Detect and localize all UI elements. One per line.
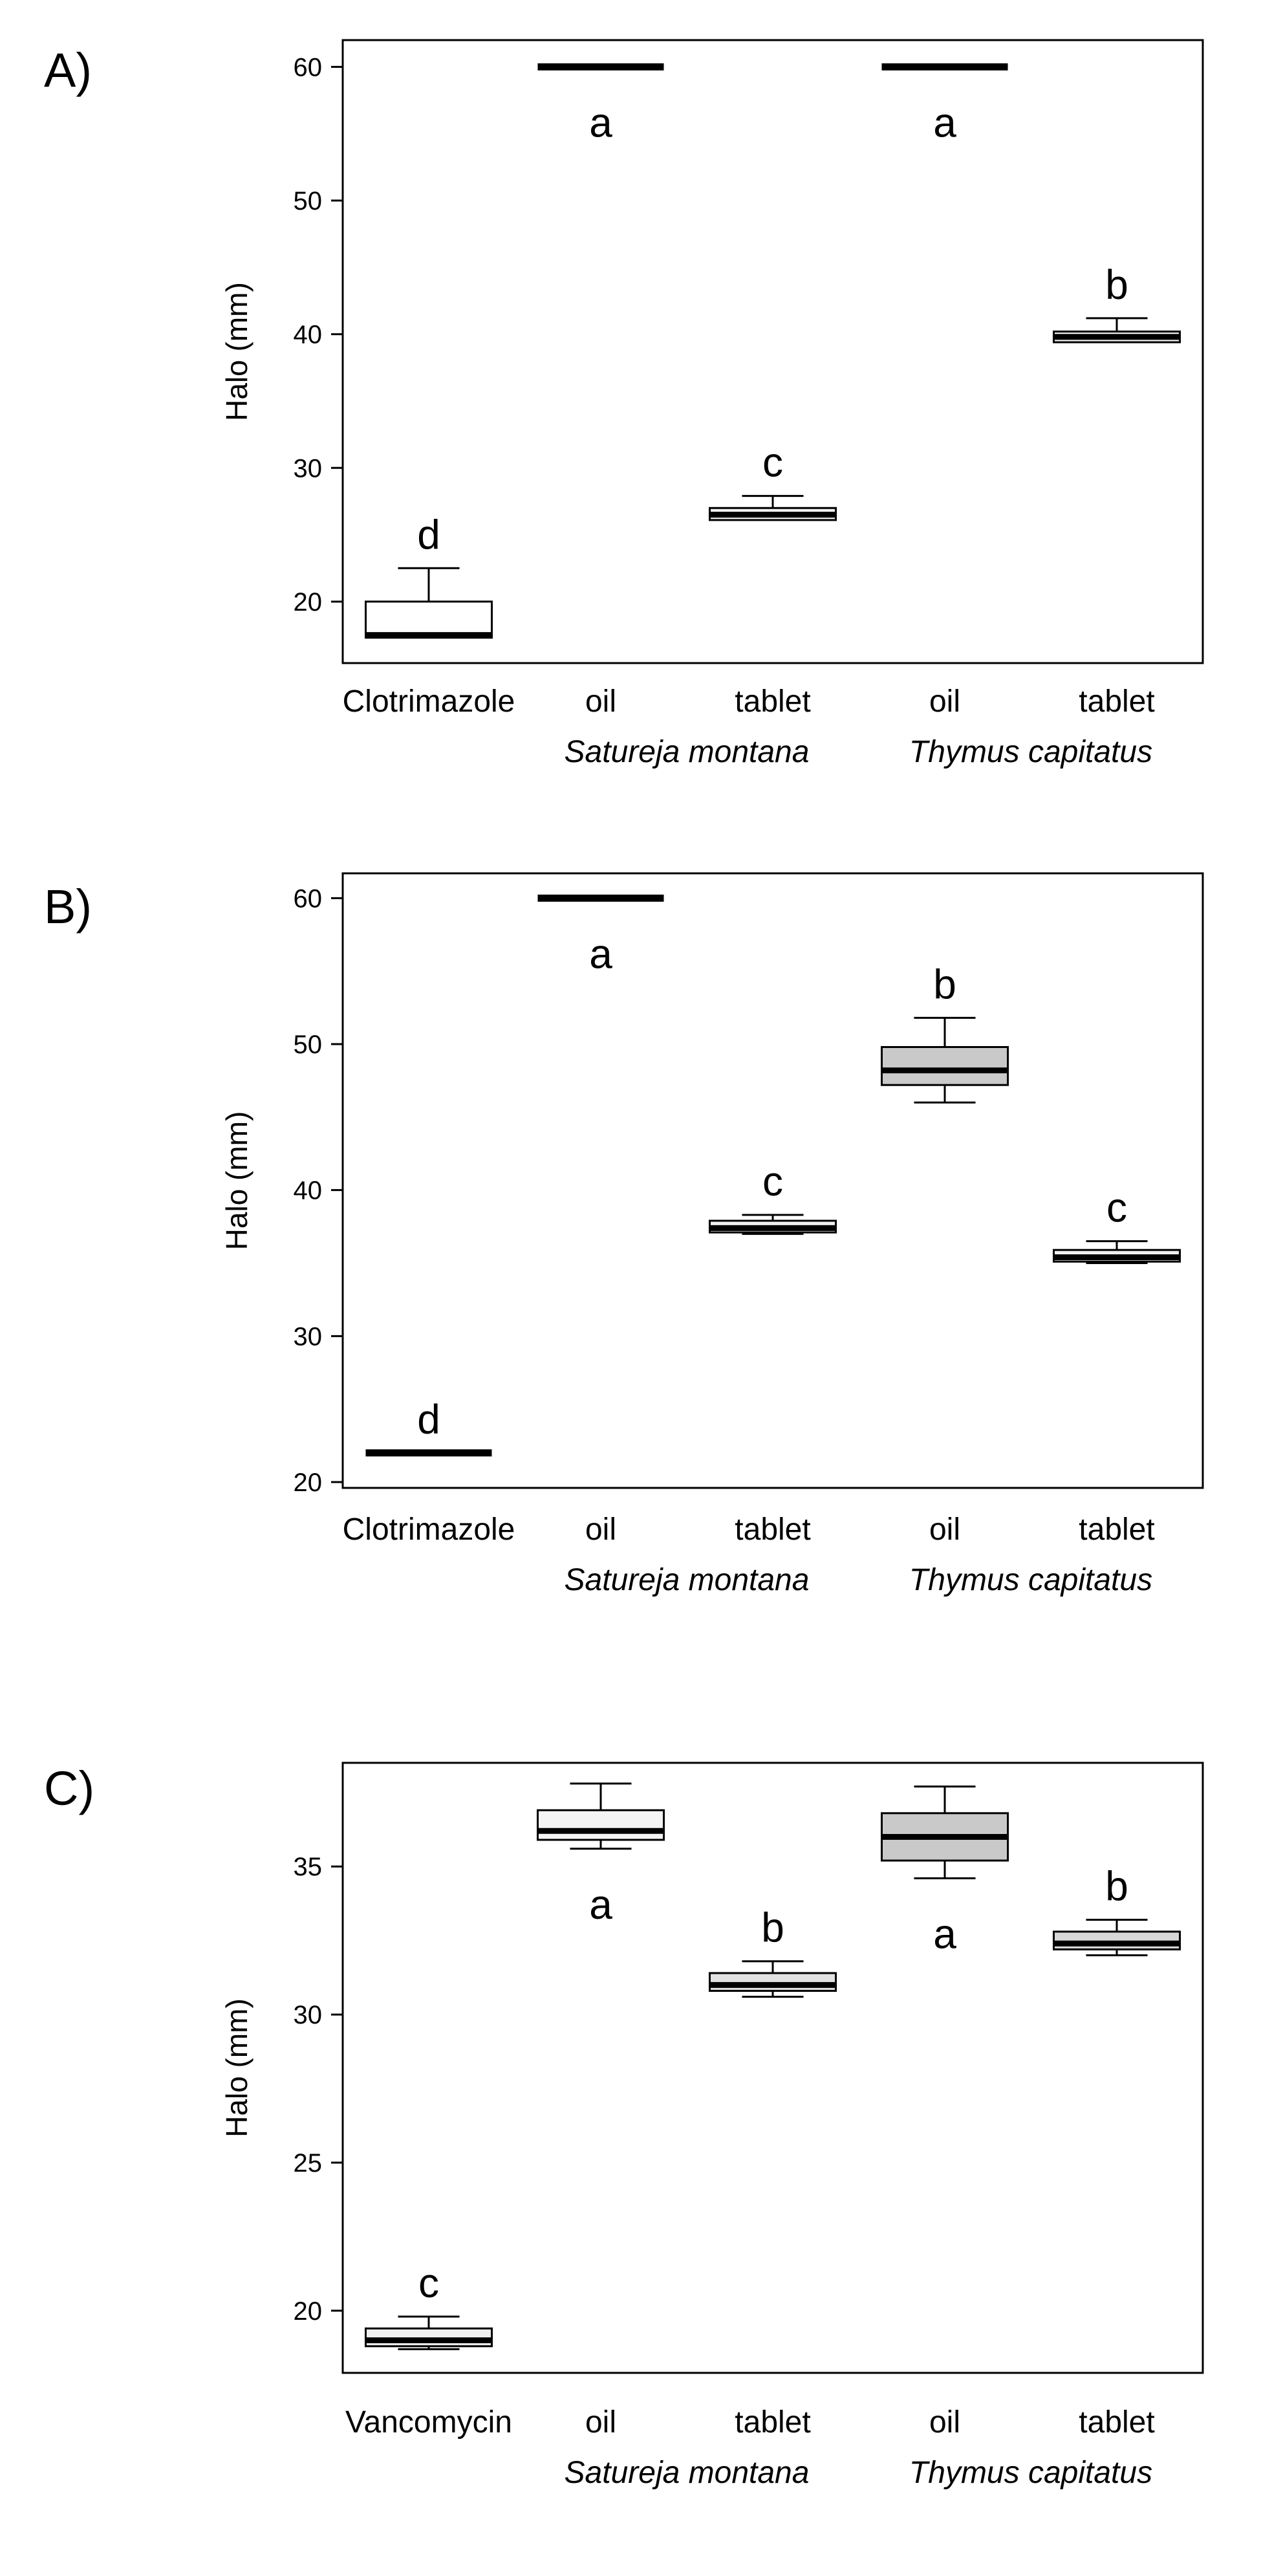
x-category-label: oil xyxy=(929,684,960,719)
y-tick-label: 40 xyxy=(294,1177,323,1205)
box-iqr xyxy=(365,600,493,639)
y-tick-label: 40 xyxy=(294,321,323,349)
species-group-label: Thymus capitatus xyxy=(909,2456,1152,2490)
panel-a-label: A) xyxy=(44,43,92,97)
significance-letter: a xyxy=(933,1911,956,1958)
box-iqr xyxy=(537,1809,665,1841)
panel-b-boxplot-chart: 20 30 40 50 60 Halo (mm) d Clotrimazole a oil c tab… xyxy=(220,872,1204,1597)
box-iqr xyxy=(365,2327,493,2348)
significance-letter: a xyxy=(589,99,612,146)
box-iqr xyxy=(881,1046,1009,1086)
species-group-label: Thymus capitatus xyxy=(909,735,1152,769)
y-tick-label: 30 xyxy=(294,454,323,483)
x-category-label: oil xyxy=(929,1512,960,1547)
y-axis-title: Halo (mm) xyxy=(220,282,253,421)
significance-letter: c xyxy=(1106,1184,1127,1231)
x-category-label: tablet xyxy=(735,2405,810,2440)
y-tick-label: 30 xyxy=(294,1322,323,1351)
panel-a-boxplot-chart: 20 30 40 50 60 Halo (mm) d Clotrimazole a oil c tab… xyxy=(220,39,1204,769)
x-category-label: tablet xyxy=(1079,2405,1154,2440)
species-group-label: Thymus capitatus xyxy=(909,1563,1152,1597)
x-category-label: oil xyxy=(929,2405,960,2440)
y-axis-title: Halo (mm) xyxy=(220,1998,253,2137)
significance-letter: c xyxy=(418,2260,439,2306)
x-category-label: oil xyxy=(585,2405,616,2440)
box-iqr xyxy=(1053,1930,1181,1950)
y-tick-label: 60 xyxy=(294,53,323,82)
significance-letter: a xyxy=(589,1881,612,1928)
y-tick-label: 60 xyxy=(294,884,323,913)
x-category-label: oil xyxy=(585,684,616,719)
y-tick-label: 20 xyxy=(294,588,323,617)
y-tick-label: 20 xyxy=(294,2297,323,2326)
panel-c-label: C) xyxy=(44,1762,95,1815)
x-category-label: tablet xyxy=(735,684,810,719)
significance-letter: a xyxy=(589,930,612,977)
x-category-label: Clotrimazole xyxy=(343,684,515,719)
panel-c-boxplot-chart: 20 25 30 35 Halo (mm) c Vancomycin a oil b tablet a… xyxy=(220,1762,1204,2490)
x-category-label: Vancomycin xyxy=(345,2405,512,2440)
significance-letter: c xyxy=(762,439,783,486)
species-group-label: Satureja montana xyxy=(565,2456,810,2490)
significance-letter: a xyxy=(933,99,956,146)
x-category-label: tablet xyxy=(735,1512,810,1547)
x-category-label: tablet xyxy=(1079,684,1154,719)
y-tick-label: 50 xyxy=(294,1031,323,1059)
significance-letter: d xyxy=(417,1396,440,1443)
significance-letter: b xyxy=(761,1905,784,1951)
plot-frame xyxy=(341,1762,1204,2374)
panel-b-label: B) xyxy=(44,880,92,933)
significance-letter: b xyxy=(1105,1863,1128,1910)
x-category-label: Clotrimazole xyxy=(343,1512,515,1547)
y-tick-label: 50 xyxy=(294,187,323,215)
significance-letter: b xyxy=(1105,261,1128,308)
y-tick-label: 20 xyxy=(294,1468,323,1497)
species-group-label: Satureja montana xyxy=(565,1563,810,1597)
x-category-label: oil xyxy=(585,1512,616,1547)
box-iqr xyxy=(709,1972,837,1992)
significance-letter: d xyxy=(417,511,440,558)
species-group-label: Satureja montana xyxy=(565,735,810,769)
y-tick-label: 30 xyxy=(294,2001,323,2029)
plot-frame xyxy=(341,39,1204,664)
significance-letter: b xyxy=(933,961,956,1007)
x-category-label: tablet xyxy=(1079,1512,1154,1547)
y-tick-label: 25 xyxy=(294,2149,323,2178)
y-axis-title: Halo (mm) xyxy=(220,1111,253,1250)
plot-frame xyxy=(341,872,1204,1489)
y-tick-label: 35 xyxy=(294,1853,323,1881)
significance-letter: c xyxy=(762,1158,783,1205)
